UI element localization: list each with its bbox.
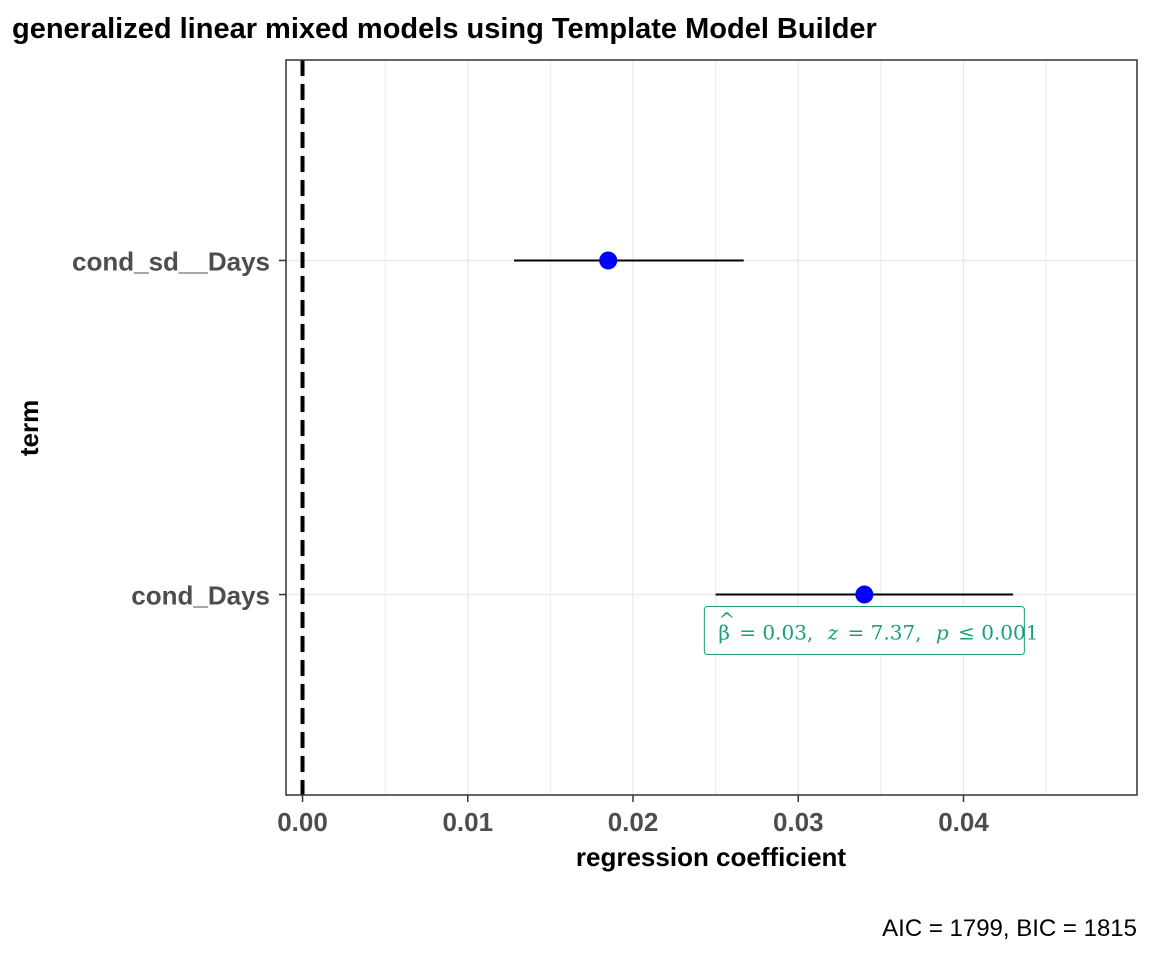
x-tick-label: 0.03 bbox=[773, 807, 824, 837]
x-tick-label: 0.04 bbox=[938, 807, 989, 837]
estimate-annotation: β = 0.03, z = 7.37, p ≤ 0.001 ^ bbox=[703, 606, 1038, 656]
y-tick-label: cond_Days bbox=[131, 581, 270, 611]
panel-border bbox=[285, 59, 1138, 796]
estimate-marks bbox=[514, 251, 1014, 604]
y-tick-label: cond_sd__Days bbox=[72, 246, 270, 276]
model-fit-caption: AIC = 1799, BIC = 1815 bbox=[882, 915, 1137, 942]
x-tick-label: 0.00 bbox=[277, 807, 328, 837]
estimate-point bbox=[855, 585, 874, 604]
annotation-text: β = 0.03, z = 7.37, p ≤ 0.001 bbox=[718, 621, 1038, 645]
panel-background bbox=[286, 60, 1137, 795]
plot-panel: β = 0.03, z = 7.37, p ≤ 0.001 ^ bbox=[285, 59, 1138, 796]
x-axis-title: regression coefficient bbox=[576, 842, 847, 872]
y-axis: cond_sd__Days cond_Days bbox=[72, 246, 286, 611]
annotation-p-value: ≤ 0.001 bbox=[958, 621, 1038, 645]
annotation-z-symbol: z bbox=[827, 621, 839, 645]
y-axis-title: term bbox=[14, 400, 44, 456]
estimate-point bbox=[599, 251, 618, 270]
minor-gridlines bbox=[384, 60, 1047, 795]
annotation-p-symbol: p bbox=[936, 621, 949, 645]
annotation-beta-value: = 0.03, bbox=[739, 621, 813, 645]
x-axis: 0.00 0.01 0.02 0.03 0.04 bbox=[277, 795, 989, 837]
x-tick-label: 0.02 bbox=[608, 807, 659, 837]
annotation-box bbox=[703, 606, 1025, 656]
annotation-beta-hat: ^ bbox=[718, 608, 735, 632]
x-tick-label: 0.01 bbox=[442, 807, 493, 837]
chart-title: generalized linear mixed models using Te… bbox=[12, 13, 877, 45]
annotation-z-value: = 7.37, bbox=[848, 621, 922, 645]
annotation-beta: β bbox=[718, 621, 730, 645]
